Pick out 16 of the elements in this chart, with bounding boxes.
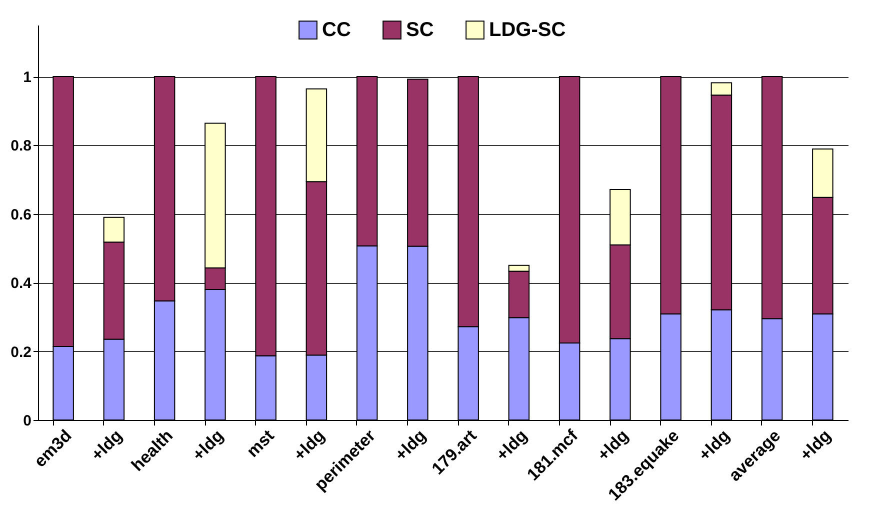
x-tick-label: +ldg — [796, 426, 835, 465]
x-tick-label: +ldg — [188, 426, 228, 465]
y-tick-label: 0.4 — [10, 275, 32, 292]
x-tick-label: +ldg — [492, 426, 531, 465]
y-tick-label: 0.2 — [10, 344, 32, 361]
legend-label: SC — [406, 19, 434, 42]
y-tick-label: 0.8 — [10, 138, 32, 155]
legend-label: LDG-SC — [489, 19, 566, 42]
y-tick-label: 0 — [23, 412, 32, 430]
y-tick-label: 0.6 — [10, 206, 32, 224]
x-tick-label: mst — [243, 426, 278, 461]
x-tick-label: +ldg — [87, 426, 126, 465]
x-tick-label: +ldg — [391, 426, 430, 465]
legend-label: CC — [322, 19, 351, 42]
y-tick-label: 1 — [23, 69, 32, 86]
x-tick-label: +ldg — [694, 426, 734, 465]
